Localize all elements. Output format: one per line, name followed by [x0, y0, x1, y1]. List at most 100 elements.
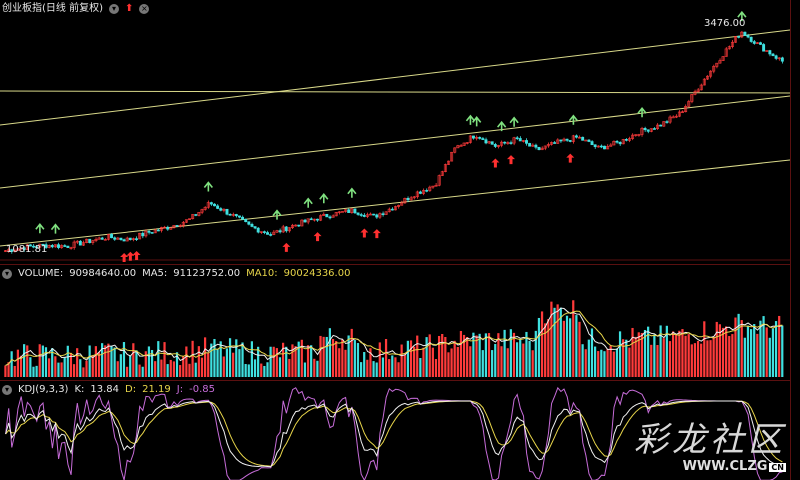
candle-body [643, 128, 647, 131]
candle-body [294, 224, 298, 227]
price-pane[interactable]: 创业板指(日线 前复权) ▾ ⬆ × 3476.00 1081.81 [0, 0, 790, 265]
volume-pane[interactable]: ▾ VOLUME: 90984640.00 MA5: 91123752.00 M… [0, 265, 790, 381]
horizontal-resistance-line [0, 90, 790, 94]
candle-body [219, 208, 223, 211]
volume-bar [200, 357, 204, 377]
volume-bar [665, 325, 668, 377]
candle-body [578, 136, 582, 139]
volume-bar [253, 359, 257, 377]
candle-body [478, 137, 482, 139]
candle-body [425, 190, 429, 192]
candle-body [175, 225, 179, 227]
volume-bar [147, 346, 151, 377]
candle-body [465, 142, 469, 144]
candle-body [319, 215, 323, 221]
volume-bar [413, 346, 416, 377]
candle-body [409, 197, 413, 201]
volume-bar [515, 342, 519, 377]
volume-bar [125, 366, 129, 377]
candle-body [440, 171, 444, 176]
settings-icon[interactable]: ▾ [108, 4, 119, 14]
candle-body [141, 232, 145, 237]
candle-body [581, 136, 585, 141]
candle-body [160, 227, 163, 231]
volume-bar [531, 350, 534, 377]
sell-signal-icon [360, 228, 369, 238]
volume-bar [540, 311, 544, 377]
volume-bar [160, 359, 163, 377]
volume-bar [525, 331, 528, 377]
volume-bar [631, 327, 634, 377]
volume-bar [272, 346, 275, 377]
volume-bar [572, 300, 575, 377]
volume-bar [378, 342, 381, 377]
volume-bar [57, 362, 60, 377]
volume-bar [325, 336, 328, 377]
volume-bar [44, 347, 48, 377]
volume-bar [29, 357, 32, 377]
candle-body [481, 138, 485, 140]
volume-bar [344, 349, 347, 377]
candle-body [599, 145, 603, 148]
kdj-settings-icon[interactable]: ▾ [2, 385, 12, 395]
price-header: 创业板指(日线 前复权) ▾ ⬆ × [2, 2, 150, 16]
candle-body [525, 140, 528, 144]
volume-settings-icon[interactable]: ▾ [2, 269, 12, 279]
volume-bar [522, 343, 525, 377]
candle-body [702, 78, 706, 86]
volume-bar [244, 364, 247, 377]
close-icon[interactable]: × [139, 4, 150, 14]
d-value: 21.19 [142, 384, 171, 395]
candle-body [275, 230, 279, 233]
volume-bar [281, 342, 285, 377]
candle-body [7, 249, 11, 251]
candle-body [500, 141, 504, 146]
candle-body [696, 89, 700, 93]
candle-body [25, 244, 29, 250]
volume-bar [696, 340, 700, 377]
volume-bar [310, 345, 313, 377]
candle-body [88, 238, 92, 243]
kdj-chart[interactable] [0, 381, 790, 480]
volume-bar [394, 357, 397, 377]
volume-bar [366, 359, 369, 377]
candle-body [13, 250, 17, 252]
price-chart[interactable] [0, 0, 790, 264]
index-title: 创业板指(日线 前复权) [2, 3, 103, 14]
candle-body [300, 219, 304, 227]
candle-body [612, 140, 616, 146]
candle-body [38, 243, 42, 248]
volume-bar [319, 335, 322, 377]
candle-body [456, 145, 460, 149]
volume-bar [444, 337, 447, 377]
volume-bar [762, 316, 765, 377]
kdj-pane[interactable]: ▾ KDJ(9,3,3) K: 13.84 D: 21.19 J: -0.85 [0, 381, 790, 480]
candle-body [303, 219, 307, 223]
buy-signal-icon [737, 10, 747, 22]
volume-bar [615, 348, 619, 377]
candle-body [381, 213, 385, 215]
candle-body [97, 237, 101, 240]
candle-body [574, 135, 578, 138]
volume-bar [391, 355, 394, 377]
candle-body [82, 242, 85, 246]
candle-body [362, 214, 366, 217]
candle-body [35, 246, 39, 249]
candle-body [712, 66, 716, 72]
candle-body [378, 213, 382, 218]
candle-body [447, 160, 450, 165]
candle-body [415, 191, 419, 198]
volume-bar [768, 337, 771, 377]
volume-bar [494, 343, 497, 377]
candle-body [443, 164, 447, 172]
volume-bar [216, 349, 219, 377]
watermark-text: 彩龙社区 [634, 420, 786, 460]
candle-body [359, 214, 363, 216]
candle-body [534, 144, 538, 148]
volume-bar [693, 343, 697, 377]
candle-body [606, 146, 610, 150]
volume-bar [765, 327, 768, 377]
volume-bar [247, 364, 250, 377]
volume-bar [197, 346, 200, 377]
volume-chart[interactable] [0, 265, 790, 380]
